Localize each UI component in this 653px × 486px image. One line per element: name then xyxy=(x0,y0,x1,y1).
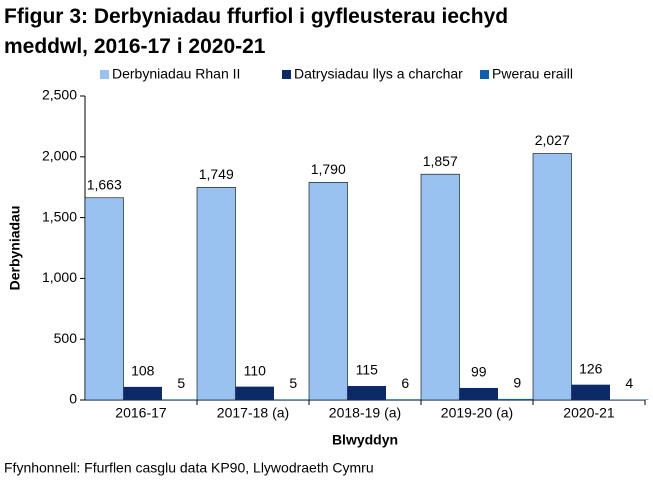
legend-swatch xyxy=(100,70,109,79)
bar xyxy=(532,153,572,401)
legend-label: Derbyniadau Rhan II xyxy=(112,66,240,82)
bar xyxy=(571,384,610,400)
bar xyxy=(235,386,274,400)
data-label: 108 xyxy=(131,363,155,379)
legend-label: Pwerau eraill xyxy=(492,66,573,82)
data-label: 1,857 xyxy=(423,153,458,169)
bar xyxy=(162,399,201,400)
legend-label: Datrysiadau llys a charchar xyxy=(294,66,463,82)
bar xyxy=(498,398,537,400)
data-label: 110 xyxy=(244,362,267,378)
bar xyxy=(274,399,313,400)
bar xyxy=(84,197,124,401)
x-tick-label: 2017-18 (a) xyxy=(217,405,289,421)
x-tick-label: 2016-17 xyxy=(115,405,167,421)
legend-swatch xyxy=(282,70,291,79)
data-label: 99 xyxy=(471,364,487,380)
chart-title: Ffigur 3: Derbyniadau ffurfiol i gyfleus… xyxy=(4,5,509,58)
data-label: 2,027 xyxy=(535,132,570,148)
source: Ffynhonnell: Ffurflen casglu data KP90, … xyxy=(4,460,374,476)
bar xyxy=(459,387,498,400)
y-tick-label: 2,000 xyxy=(42,148,77,164)
bar xyxy=(196,187,236,401)
data-label: 4 xyxy=(625,375,633,391)
data-label: 115 xyxy=(356,362,379,378)
y-tick-label: 500 xyxy=(54,330,78,346)
y-tick-label: 1,000 xyxy=(42,269,77,285)
bar xyxy=(347,386,386,400)
data-label: 126 xyxy=(579,360,603,376)
legend-swatch xyxy=(480,70,489,79)
y-tick-label: 1,500 xyxy=(42,208,77,224)
x-axis-title: Blwyddyn xyxy=(332,432,398,448)
bar xyxy=(308,182,348,401)
bar xyxy=(386,399,425,400)
y-tick-label: 0 xyxy=(69,391,77,407)
data-label: 1,790 xyxy=(311,161,346,177)
bar xyxy=(123,386,162,400)
x-tick-label: 2020-21 xyxy=(563,405,615,421)
data-label: 1,663 xyxy=(87,176,122,192)
data-label: 9 xyxy=(513,375,521,391)
y-tick-label: 2,500 xyxy=(42,87,77,103)
data-label: 1,749 xyxy=(199,166,234,182)
data-label: 5 xyxy=(289,375,297,391)
data-label: 5 xyxy=(177,375,185,391)
x-tick-label: 2018-19 (a) xyxy=(329,405,401,421)
data-label: 6 xyxy=(401,375,409,391)
y-axis-title: Derbyniadau xyxy=(7,206,23,291)
bar xyxy=(420,173,460,401)
x-tick-label: 2019-20 (a) xyxy=(441,405,513,421)
